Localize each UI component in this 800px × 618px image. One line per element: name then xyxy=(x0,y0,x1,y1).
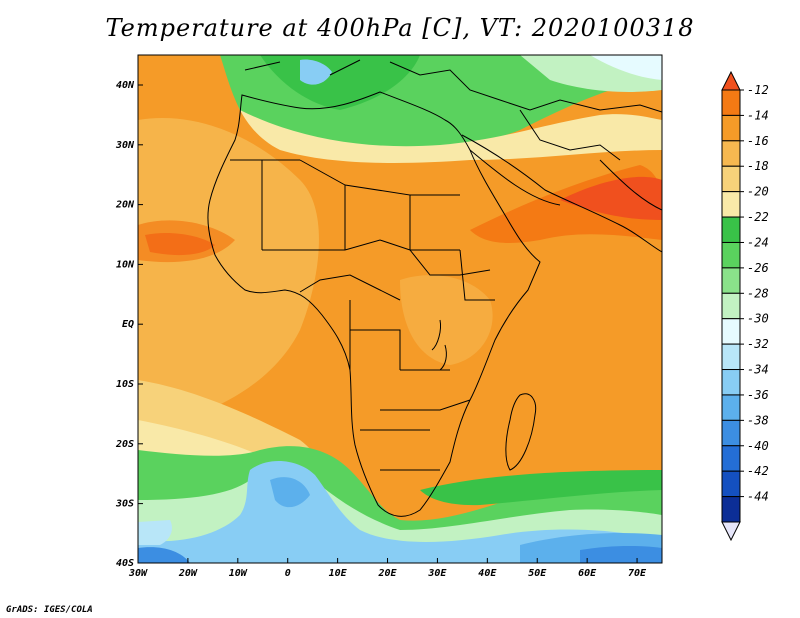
x-tick-label: 30W xyxy=(128,568,148,579)
credit-label: GrADS: IGES/COLA xyxy=(6,605,93,615)
colorbar-swatch xyxy=(721,419,741,447)
colorbar-swatch xyxy=(721,114,741,142)
colorbar-label: -16 xyxy=(747,134,769,148)
longitude-axis: 30W 20W 10W 0 10E 20E 30E 40E 50E 60E 70E xyxy=(128,558,647,579)
colorbar-label: -18 xyxy=(747,159,769,173)
colorbar-swatch xyxy=(721,140,741,167)
colorbar-swatch xyxy=(721,165,741,193)
x-tick-label: 10W xyxy=(229,568,248,579)
x-tick-label: 30E xyxy=(427,568,447,579)
colorbar-swatch xyxy=(721,241,741,269)
colorbar-label: -24 xyxy=(747,235,769,249)
y-tick-label: 20S xyxy=(115,439,134,450)
colorbar-label: -38 xyxy=(747,413,769,427)
latitude-axis: 40N 30N 20N 10N EQ 10S 20S 30S 40S xyxy=(115,80,143,569)
x-tick-label: 50E xyxy=(528,568,547,579)
colorbar-label: -14 xyxy=(747,108,769,122)
colorbar-max-triangle xyxy=(721,70,741,91)
colorbar-min-triangle xyxy=(721,521,741,542)
colorbar-label: -30 xyxy=(747,312,769,326)
country-boundaries xyxy=(207,59,662,517)
colorbar-swatch xyxy=(721,470,741,498)
y-tick-label: 40S xyxy=(116,558,134,569)
plot-frame xyxy=(137,54,663,564)
temperature-field xyxy=(138,55,662,563)
y-tick-label: 30S xyxy=(115,499,134,510)
x-tick-label: 40E xyxy=(478,568,497,579)
colorbar-label: -22 xyxy=(747,210,769,224)
colorbar-swatch xyxy=(721,343,741,371)
y-tick-label: 10N xyxy=(116,259,135,270)
x-tick-label: 0 xyxy=(285,568,291,579)
colorbar-label: -36 xyxy=(747,388,769,402)
colorbar-label: -20 xyxy=(747,185,769,199)
y-tick-label: 30N xyxy=(115,140,135,151)
y-tick-label: 40N xyxy=(116,80,135,91)
y-tick-label: EQ xyxy=(122,319,134,330)
x-tick-label: 70E xyxy=(628,568,647,579)
colorbar-label: -28 xyxy=(747,286,769,300)
colorbar-swatch xyxy=(721,445,741,472)
colorbar-swatch xyxy=(721,292,741,320)
y-tick-label: 10S xyxy=(116,379,134,390)
x-tick-label: 20E xyxy=(377,568,397,579)
colorbar-label: -32 xyxy=(747,337,769,351)
colorbar-label: -40 xyxy=(747,439,769,453)
colorbar-swatch xyxy=(721,496,741,523)
x-tick-label: 20W xyxy=(178,568,198,579)
colorbar-label: -34 xyxy=(747,363,769,377)
colorbar-swatch xyxy=(721,191,741,218)
x-tick-label: 10E xyxy=(329,568,348,579)
x-tick-label: 60E xyxy=(578,568,597,579)
map-title: Temperature at 400hPa [C], VT: 202010031… xyxy=(105,14,695,42)
colorbar-label: -12 xyxy=(747,83,769,97)
colorbar-label: -44 xyxy=(747,490,769,504)
colorbar: -12 -14 -16 -18 -20 -22 -24 -26 -28 -30 -32 -34 -36 -… xyxy=(721,70,769,542)
colorbar-swatch xyxy=(721,318,741,345)
colorbar-label: -26 xyxy=(747,261,769,275)
colorbar-swatch xyxy=(721,369,741,396)
colorbar-swatch xyxy=(721,394,741,421)
y-tick-label: 20N xyxy=(115,200,135,211)
colorbar-label: -42 xyxy=(747,464,769,478)
colorbar-swatch xyxy=(721,89,741,116)
colorbar-swatch xyxy=(721,267,741,294)
colorbar-swatch xyxy=(721,216,741,243)
